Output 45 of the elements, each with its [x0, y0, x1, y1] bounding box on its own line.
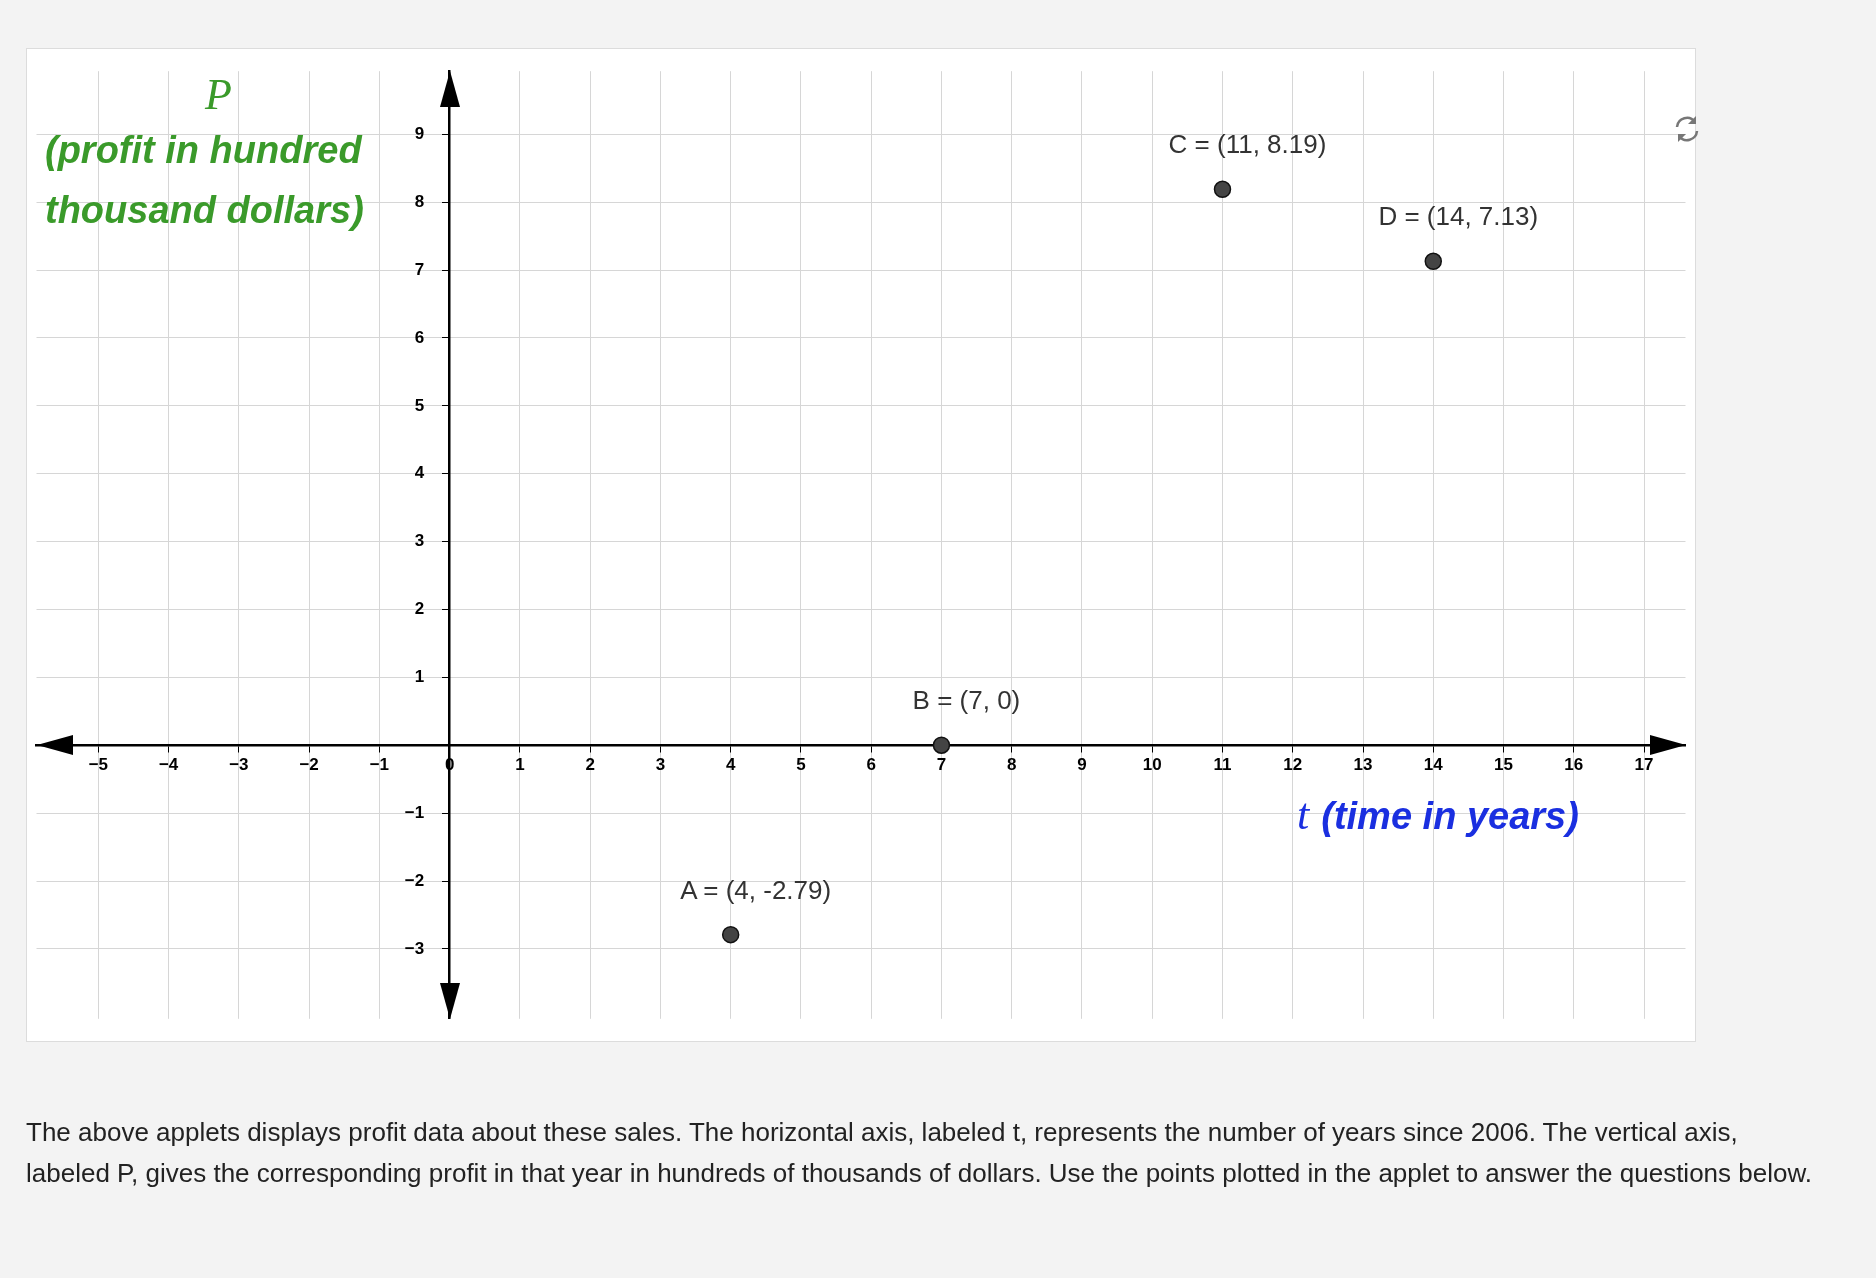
x-tick-label: 1: [515, 755, 525, 775]
x-tick-label: 8: [1006, 755, 1017, 775]
x-tick-label: 9: [1077, 755, 1087, 775]
x-tick-label: 6: [866, 755, 876, 775]
y-tick-label: 2: [414, 599, 450, 619]
x-tick-label: 7: [936, 755, 947, 775]
point: [1424, 252, 1443, 271]
annotation: B = (7, 0): [912, 685, 1021, 716]
y-tick-label: 7: [414, 259, 450, 279]
x-tick-label: 4: [725, 755, 736, 775]
y-tick-label: 5: [414, 395, 450, 415]
y-tick-label: 3: [414, 531, 450, 551]
text: The above applets displays profit data about these sales. The horizontal axis, labeled t, represents the number of years since 2006. The vertical axis, labeled P, gives the corresponding profit in that year in hundreds of thousands of dollars. Use the points plotted in the applet to answer the questions below.: [26, 1116, 1813, 1190]
x-tick-label: 5: [796, 755, 806, 775]
y-axis-title: P (profit in hundred thousand dollars): [45, 69, 365, 233]
point: [1213, 180, 1232, 199]
x-tick-label: −1: [369, 755, 390, 775]
x-tick-label: −4: [158, 755, 179, 775]
x-tick-label: 11: [1213, 755, 1232, 775]
y-tick-label: 1: [414, 667, 450, 687]
x-tick-label: −2: [299, 755, 319, 775]
y-tick-label: −2: [404, 870, 450, 890]
x-tick-label: 2: [585, 755, 595, 775]
x-tick-label: 10: [1142, 755, 1162, 775]
y-tick-label: −3: [404, 938, 450, 958]
x-tick-label: 16: [1564, 755, 1584, 775]
annotation: A = (4, -2.79): [680, 874, 832, 905]
y-tick-label: −1: [404, 802, 450, 822]
x-tick-label: 13: [1353, 755, 1373, 775]
y-tick-label: 8: [414, 191, 450, 211]
annotation: D = (14, 7.13): [1378, 201, 1539, 232]
x-tick-label: −5: [88, 755, 109, 775]
y-tick-label: 9: [414, 124, 450, 144]
y-tick-label: 4: [414, 463, 450, 483]
annotation: C = (11, 8.19): [1168, 129, 1327, 160]
point: [721, 925, 740, 944]
x-tick-label: 15: [1494, 755, 1513, 775]
x-tick-label: 3: [655, 755, 666, 775]
x-tick-label: 14: [1423, 755, 1444, 775]
x-axis-title: t (time in years): [1297, 789, 1579, 840]
x-tick-label: 17: [1634, 755, 1654, 775]
x-tick-label: 12: [1283, 755, 1303, 775]
point: [932, 736, 951, 754]
y-tick-label: 6: [414, 327, 450, 347]
x-tick-label: −3: [229, 755, 249, 775]
